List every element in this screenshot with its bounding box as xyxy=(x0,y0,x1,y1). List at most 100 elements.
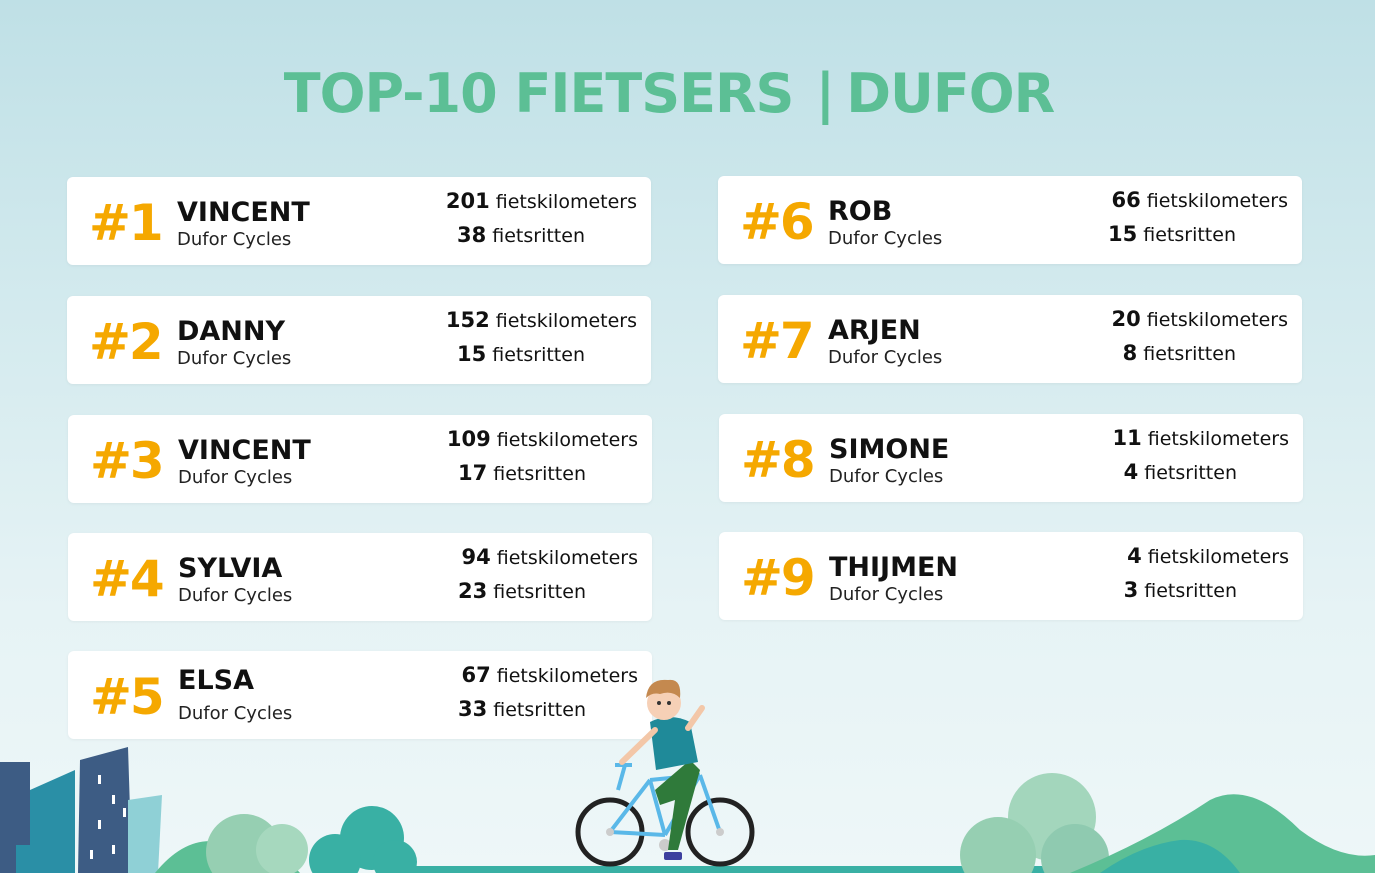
rides-stat: 8 fietsritten xyxy=(1123,341,1236,366)
km-label: fietskilometers xyxy=(1147,546,1289,568)
rides-label: fietsritten xyxy=(1143,343,1236,365)
km-label: fietskilometers xyxy=(1146,309,1288,331)
rider-company: Dufor Cycles xyxy=(177,348,292,369)
rider-company: Dufor Cycles xyxy=(829,584,944,605)
title-separator: | xyxy=(815,62,835,125)
building-icon xyxy=(0,747,162,873)
rider-name: SYLVIA xyxy=(178,553,283,584)
rider-name: VINCENT xyxy=(178,435,311,466)
leaderboard-card: #1 VINCENT Dufor Cycles 201 fietskilomet… xyxy=(67,177,651,265)
rides-label: fietsritten xyxy=(1143,224,1236,246)
leaderboard-card: #5 ELSA Dufor Cycles 67 fietskilometers … xyxy=(68,651,652,739)
rides-label: fietsritten xyxy=(493,463,586,485)
rides-label: fietsritten xyxy=(492,225,585,247)
rider-company: Dufor Cycles xyxy=(828,347,943,368)
rides-value: 17 xyxy=(457,461,488,485)
km-stat: 4 fietskilometers xyxy=(1127,544,1289,569)
rider-name: SIMONE xyxy=(829,434,950,465)
tree-icon xyxy=(155,806,417,873)
rides-value: 15 xyxy=(1107,222,1138,246)
leaderboard-card: #3 VINCENT Dufor Cycles 109 fietskilomet… xyxy=(68,415,652,503)
rides-stat: 4 fietsritten xyxy=(1124,460,1237,485)
km-value: 11 xyxy=(1112,426,1142,450)
km-stat: 66 fietskilometers xyxy=(1111,188,1288,213)
rides-value: 23 xyxy=(457,579,488,603)
km-value: 152 xyxy=(445,308,490,332)
rides-label: fietsritten xyxy=(1144,580,1237,602)
rides-value: 33 xyxy=(457,697,488,721)
km-stat: 20 fietskilometers xyxy=(1111,307,1288,332)
rides-value: 4 xyxy=(1123,460,1139,484)
hill-icon xyxy=(960,773,1375,873)
rank-label: #2 xyxy=(89,313,164,371)
rides-stat: 23 fietsritten xyxy=(458,579,586,604)
rider-company: Dufor Cycles xyxy=(178,703,293,724)
rank-label: #9 xyxy=(741,549,816,607)
rank-label: #6 xyxy=(740,193,815,251)
km-value: 67 xyxy=(461,663,491,687)
rides-value: 38 xyxy=(456,223,487,247)
km-value: 109 xyxy=(446,427,491,451)
km-label: fietskilometers xyxy=(496,547,638,569)
rides-stat: 3 fietsritten xyxy=(1124,578,1237,603)
rides-stat: 17 fietsritten xyxy=(458,461,586,486)
rides-value: 3 xyxy=(1123,578,1139,602)
leaderboard-card: #4 SYLVIA Dufor Cycles 94 fietskilometer… xyxy=(68,533,652,621)
leaderboard-card: #6 ROB Dufor Cycles 66 fietskilometers 1… xyxy=(718,176,1302,264)
rider-company: Dufor Cycles xyxy=(178,585,293,606)
rides-stat: 15 fietsritten xyxy=(1108,222,1236,247)
rider-company: Dufor Cycles xyxy=(829,466,944,487)
rank-label: #3 xyxy=(90,432,165,490)
page-title: TOP-10 FIETSERS | DUFOR xyxy=(0,62,1338,125)
rides-label: fietsritten xyxy=(1144,462,1237,484)
km-stat: 201 fietskilometers xyxy=(446,189,637,214)
km-value: 4 xyxy=(1127,544,1142,568)
rider-company: Dufor Cycles xyxy=(177,229,292,250)
rides-stat: 33 fietsritten xyxy=(458,697,586,722)
cyclist-icon xyxy=(575,679,755,867)
leaderboard-card: #2 DANNY Dufor Cycles 152 fietskilometer… xyxy=(67,296,651,384)
km-stat: 109 fietskilometers xyxy=(447,427,638,452)
km-stat: 152 fietskilometers xyxy=(446,308,637,333)
rank-label: #7 xyxy=(740,312,815,370)
rider-name: THIJMEN xyxy=(829,552,959,583)
rides-stat: 15 fietsritten xyxy=(457,342,585,367)
leaderboard-card: #9 THIJMEN Dufor Cycles 4 fietskilometer… xyxy=(719,532,1303,620)
rider-name: ARJEN xyxy=(828,315,921,346)
rank-label: #5 xyxy=(90,668,165,726)
bicycle-icon xyxy=(575,763,755,867)
rider-company: Dufor Cycles xyxy=(178,467,293,488)
ground-line xyxy=(400,866,1110,873)
leaderboard-card: #8 SIMONE Dufor Cycles 11 fietskilometer… xyxy=(719,414,1303,502)
km-stat: 94 fietskilometers xyxy=(461,545,638,570)
rides-value: 15 xyxy=(456,342,487,366)
rides-label: fietsritten xyxy=(493,699,586,721)
km-label: fietskilometers xyxy=(1146,190,1288,212)
km-stat: 67 fietskilometers xyxy=(461,663,638,688)
rank-label: #8 xyxy=(741,431,816,489)
rank-label: #4 xyxy=(90,550,165,608)
km-label: fietskilometers xyxy=(496,429,638,451)
km-value: 66 xyxy=(1111,188,1141,212)
rider-name: VINCENT xyxy=(177,197,310,228)
title-main: TOP-10 FIETSERS xyxy=(283,62,795,125)
rides-stat: 38 fietsritten xyxy=(457,223,585,248)
km-value: 94 xyxy=(461,545,491,569)
rank-label: #1 xyxy=(89,194,164,252)
rides-value: 8 xyxy=(1122,341,1138,365)
rider-name: DANNY xyxy=(177,316,286,347)
km-value: 201 xyxy=(445,189,490,213)
title-brand: DUFOR xyxy=(846,62,1055,125)
rides-label: fietsritten xyxy=(493,581,586,603)
km-label: fietskilometers xyxy=(496,665,638,687)
rider-company: Dufor Cycles xyxy=(828,228,943,249)
rider-name: ELSA xyxy=(178,665,254,696)
km-label: fietskilometers xyxy=(495,191,637,213)
km-stat: 11 fietskilometers xyxy=(1112,426,1289,451)
km-value: 20 xyxy=(1111,307,1141,331)
rider-name: ROB xyxy=(828,196,893,227)
leaderboard-card: #7 ARJEN Dufor Cycles 20 fietskilometers… xyxy=(718,295,1302,383)
km-label: fietskilometers xyxy=(495,310,637,332)
rides-label: fietsritten xyxy=(492,344,585,366)
